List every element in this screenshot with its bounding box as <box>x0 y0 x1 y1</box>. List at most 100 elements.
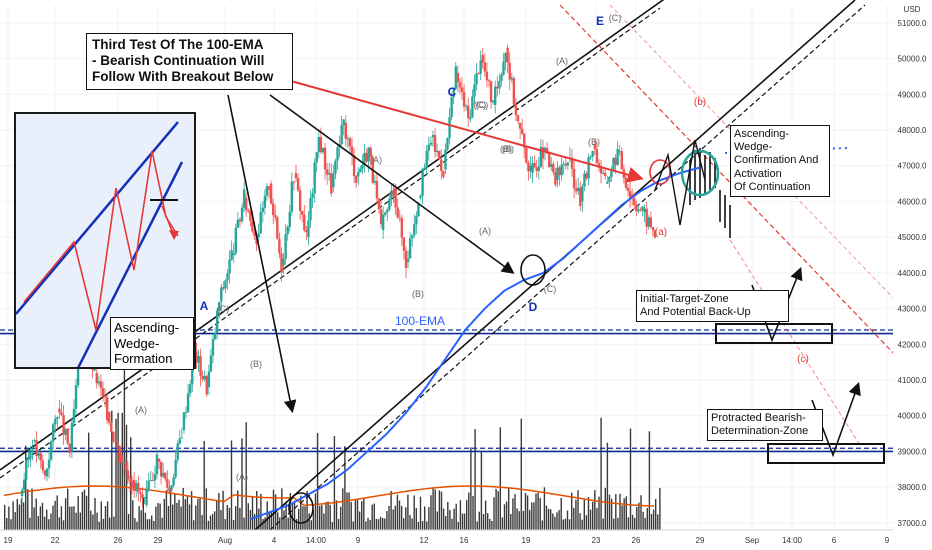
volume-bar <box>43 516 46 530</box>
candle-body <box>496 86 499 89</box>
volume-bar <box>153 520 155 530</box>
candle-body <box>143 497 146 499</box>
volume-bar <box>37 516 39 530</box>
candle-body <box>471 96 474 118</box>
volume-bar <box>100 501 102 530</box>
volume-bar <box>451 518 453 530</box>
candle-body <box>255 235 258 245</box>
volume-bar <box>121 412 123 530</box>
candle-body <box>637 209 640 212</box>
x-tick-label: 16 <box>460 536 469 545</box>
volume-bar <box>342 488 344 530</box>
volume-bar <box>354 500 357 530</box>
candle-body <box>22 479 26 490</box>
wedge-upper-line <box>0 0 665 471</box>
volume-bar <box>136 521 138 530</box>
wave-label: (B) <box>588 137 600 147</box>
volume-bar <box>167 505 170 530</box>
volume-bar <box>123 354 126 530</box>
candle-body <box>404 250 408 268</box>
volume-bar <box>22 502 25 530</box>
candle-body <box>433 135 437 153</box>
volume-bar <box>583 499 585 530</box>
candle-body <box>504 52 507 62</box>
candle-body <box>408 238 412 259</box>
volume-bar <box>524 492 527 530</box>
candle-body <box>643 208 646 213</box>
volume-bar <box>652 509 655 530</box>
red-channel-upper <box>559 4 901 361</box>
candle-body <box>440 159 443 171</box>
volume-bar <box>67 488 69 530</box>
x-tick-label: 26 <box>114 536 123 545</box>
volume-bar <box>216 501 218 530</box>
x-tick-label: Sep <box>745 536 760 545</box>
volume-bar <box>94 497 96 530</box>
candle-body <box>309 198 312 221</box>
candle-body <box>70 422 74 452</box>
volume-bar <box>298 508 300 530</box>
candle-body <box>296 178 300 191</box>
candle-body <box>234 227 238 254</box>
candle-body <box>448 117 451 139</box>
volume-bar <box>232 519 235 530</box>
candle-body <box>118 445 121 463</box>
candle-body <box>379 209 383 225</box>
volume-bar <box>138 506 140 530</box>
candle-body <box>508 62 511 80</box>
candle-body <box>491 100 495 103</box>
volume-bar <box>468 492 470 530</box>
candle-body <box>603 172 607 177</box>
volume-bar <box>58 517 60 530</box>
candle-body <box>529 165 532 172</box>
candle-body <box>620 151 623 170</box>
volume-bar <box>134 518 136 530</box>
volume-bar <box>237 490 239 530</box>
candle-body <box>230 250 233 260</box>
candle-body <box>261 207 264 212</box>
protracted-target-box <box>767 443 885 464</box>
candle-body <box>35 440 38 456</box>
volume-bar <box>161 517 163 530</box>
candle-body <box>267 186 271 190</box>
candle-body <box>456 72 460 83</box>
candle-body <box>550 163 553 167</box>
volume-bar <box>211 513 214 530</box>
volume-bar <box>98 521 100 530</box>
volume-bar <box>484 500 487 530</box>
candle-body <box>543 147 547 152</box>
candle-body <box>458 82 462 88</box>
volume-bar <box>424 506 426 530</box>
candle-body <box>180 437 184 439</box>
volume-bar <box>648 431 651 530</box>
volume-bar <box>392 509 394 530</box>
wave-label: (B) <box>502 144 514 154</box>
volume-bar <box>52 505 54 530</box>
volume-bar <box>260 493 262 530</box>
candle-body <box>141 493 144 498</box>
protracted-callout: Protracted Bearish- Determination-Zone <box>707 409 823 442</box>
volume-bar <box>300 495 302 530</box>
volume-bar <box>203 440 205 530</box>
volume-bar <box>155 506 157 530</box>
volume-bar <box>606 442 609 530</box>
candle-body <box>579 187 582 206</box>
wedge-lower-dashed <box>269 4 866 531</box>
volume-bar <box>543 487 546 530</box>
candle-body <box>178 438 181 444</box>
volume-bar <box>493 497 495 530</box>
candle-body <box>307 220 310 238</box>
candle-body <box>411 235 414 239</box>
candle-body <box>437 150 441 160</box>
volume-bar <box>314 493 317 530</box>
volume-bar <box>413 495 415 530</box>
candle-body <box>56 417 59 419</box>
candle-body <box>149 480 152 482</box>
volume-bar <box>594 490 596 530</box>
volume-bar <box>463 513 466 530</box>
volume-bar <box>90 510 92 530</box>
volume-bar <box>571 492 573 530</box>
inset-label-line-3: Formation <box>114 351 173 367</box>
volume-bar <box>174 494 176 530</box>
x-tick-label: 22 <box>51 536 60 545</box>
